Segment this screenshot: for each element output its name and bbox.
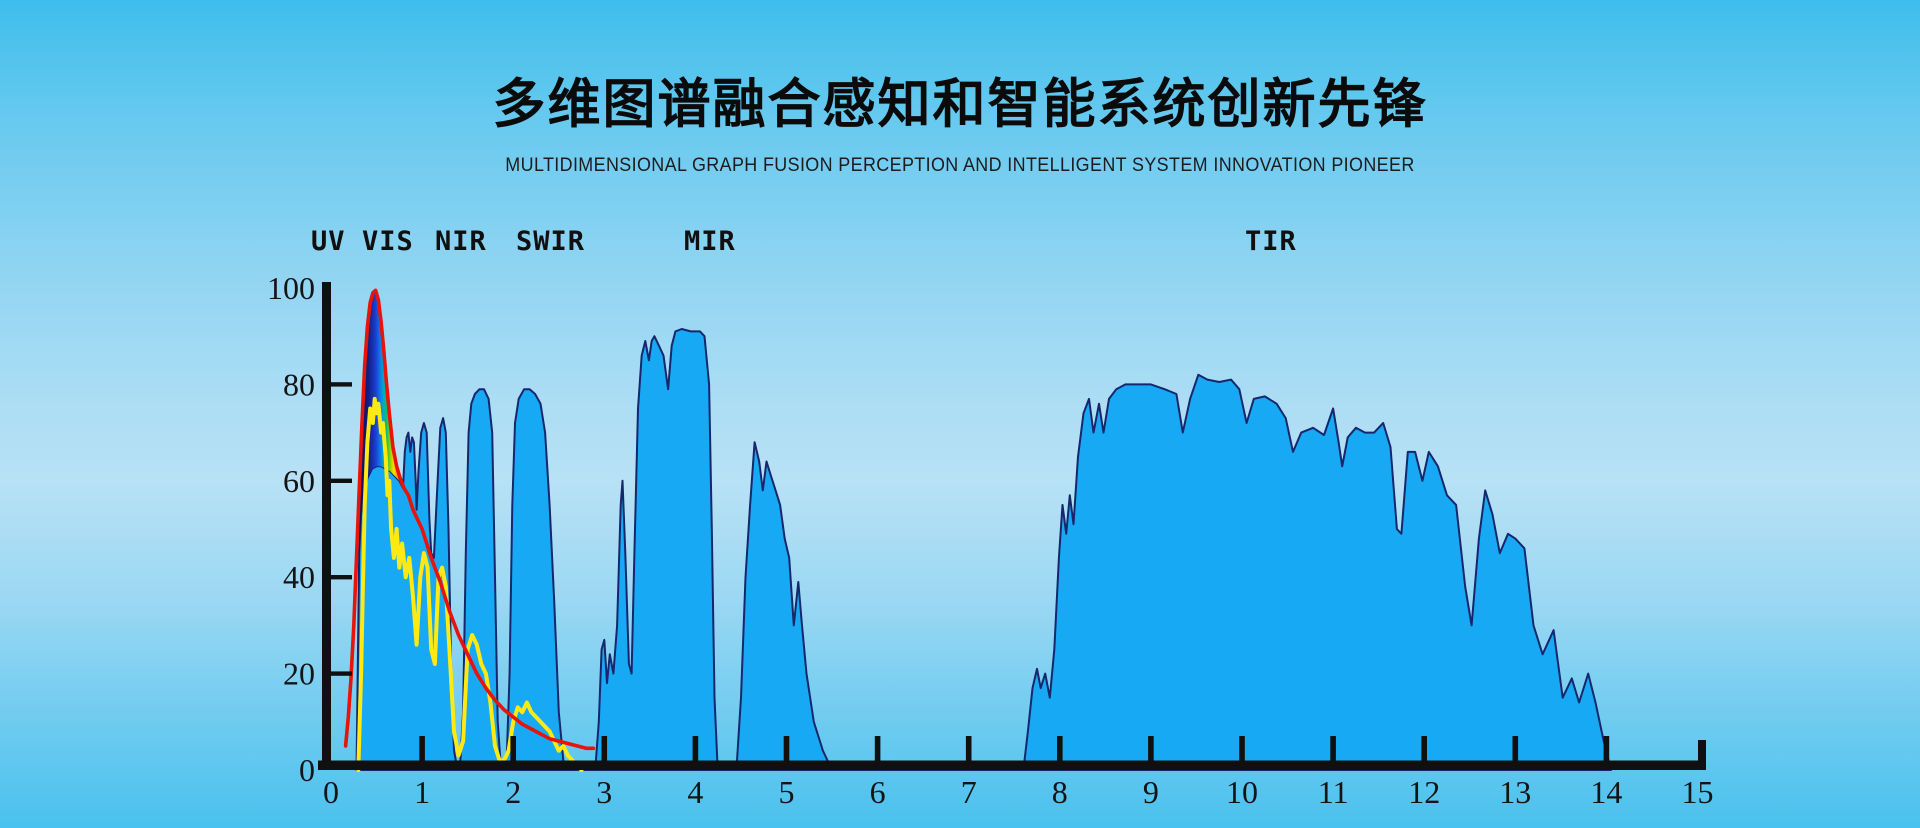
x-tick-label: 2 (505, 774, 521, 810)
x-tick (510, 736, 516, 761)
x-tick-label: 12 (1408, 774, 1440, 810)
x-tick-label: 7 (961, 774, 977, 810)
y-tick (331, 671, 352, 676)
x-tick-label: 4 (687, 774, 703, 810)
x-tick-label: 14 (1590, 774, 1622, 810)
x-tick (874, 736, 881, 761)
x-tick (965, 736, 972, 761)
y-tick (331, 575, 352, 580)
x-tick-label: 13 (1499, 774, 1531, 810)
y-tick (331, 382, 352, 387)
x-tick-label: 15 (1682, 774, 1714, 810)
band-label-uv: UV (311, 226, 346, 257)
x-axis-end-tick (1698, 740, 1706, 770)
x-tick-label: 0 (323, 774, 339, 810)
y-tick-label: 20 (283, 656, 315, 692)
x-axis-line (318, 760, 1704, 770)
x-tick-label: 8 (1052, 774, 1068, 810)
page-subtitle: MULTIDIMENSIONAL GRAPH FUSION PERCEPTION… (505, 154, 1415, 176)
y-tick (331, 478, 352, 483)
y-tick-label: 0 (299, 752, 315, 788)
band-label-vis: VIS (362, 226, 414, 257)
x-tick (1057, 736, 1063, 761)
x-tick (1421, 736, 1427, 761)
x-tick (1330, 736, 1336, 761)
x-tick (783, 736, 790, 761)
band-label-nir: NIR (435, 226, 487, 257)
x-tick (1512, 736, 1519, 761)
x-tick (1239, 736, 1245, 761)
x-tick-label: 5 (779, 774, 795, 810)
x-tick (601, 736, 608, 761)
x-tick-label: 11 (1318, 774, 1349, 810)
x-tick (1148, 736, 1154, 761)
band-label-swir: SWIR (516, 226, 586, 257)
band-label-mir: MIR (684, 226, 736, 257)
band-label-tir: TIR (1245, 226, 1297, 257)
x-tick-label: 6 (870, 774, 886, 810)
x-tick (419, 736, 425, 761)
y-tick-label: 60 (283, 463, 315, 499)
y-tick-label: 40 (283, 559, 315, 595)
visible-spectrum-rainbow (358, 290, 404, 626)
x-tick-label: 1 (414, 774, 430, 810)
y-tick-label: 100 (267, 270, 315, 306)
ground-irradiance-curve (356, 396, 584, 772)
y-tick-label: 80 (283, 366, 315, 402)
x-tick (692, 736, 699, 761)
y-axis-line (322, 282, 331, 770)
x-tick-label: 10 (1226, 774, 1258, 810)
x-tick-label: 3 (596, 774, 612, 810)
x-tick (1603, 736, 1610, 761)
x-tick-label: 9 (1143, 774, 1159, 810)
transmission-area (355, 328, 1612, 771)
page-title: 多维图谱融合感知和智能系统创新先锋 (492, 75, 1428, 134)
solar-envelope-curve (343, 288, 596, 751)
